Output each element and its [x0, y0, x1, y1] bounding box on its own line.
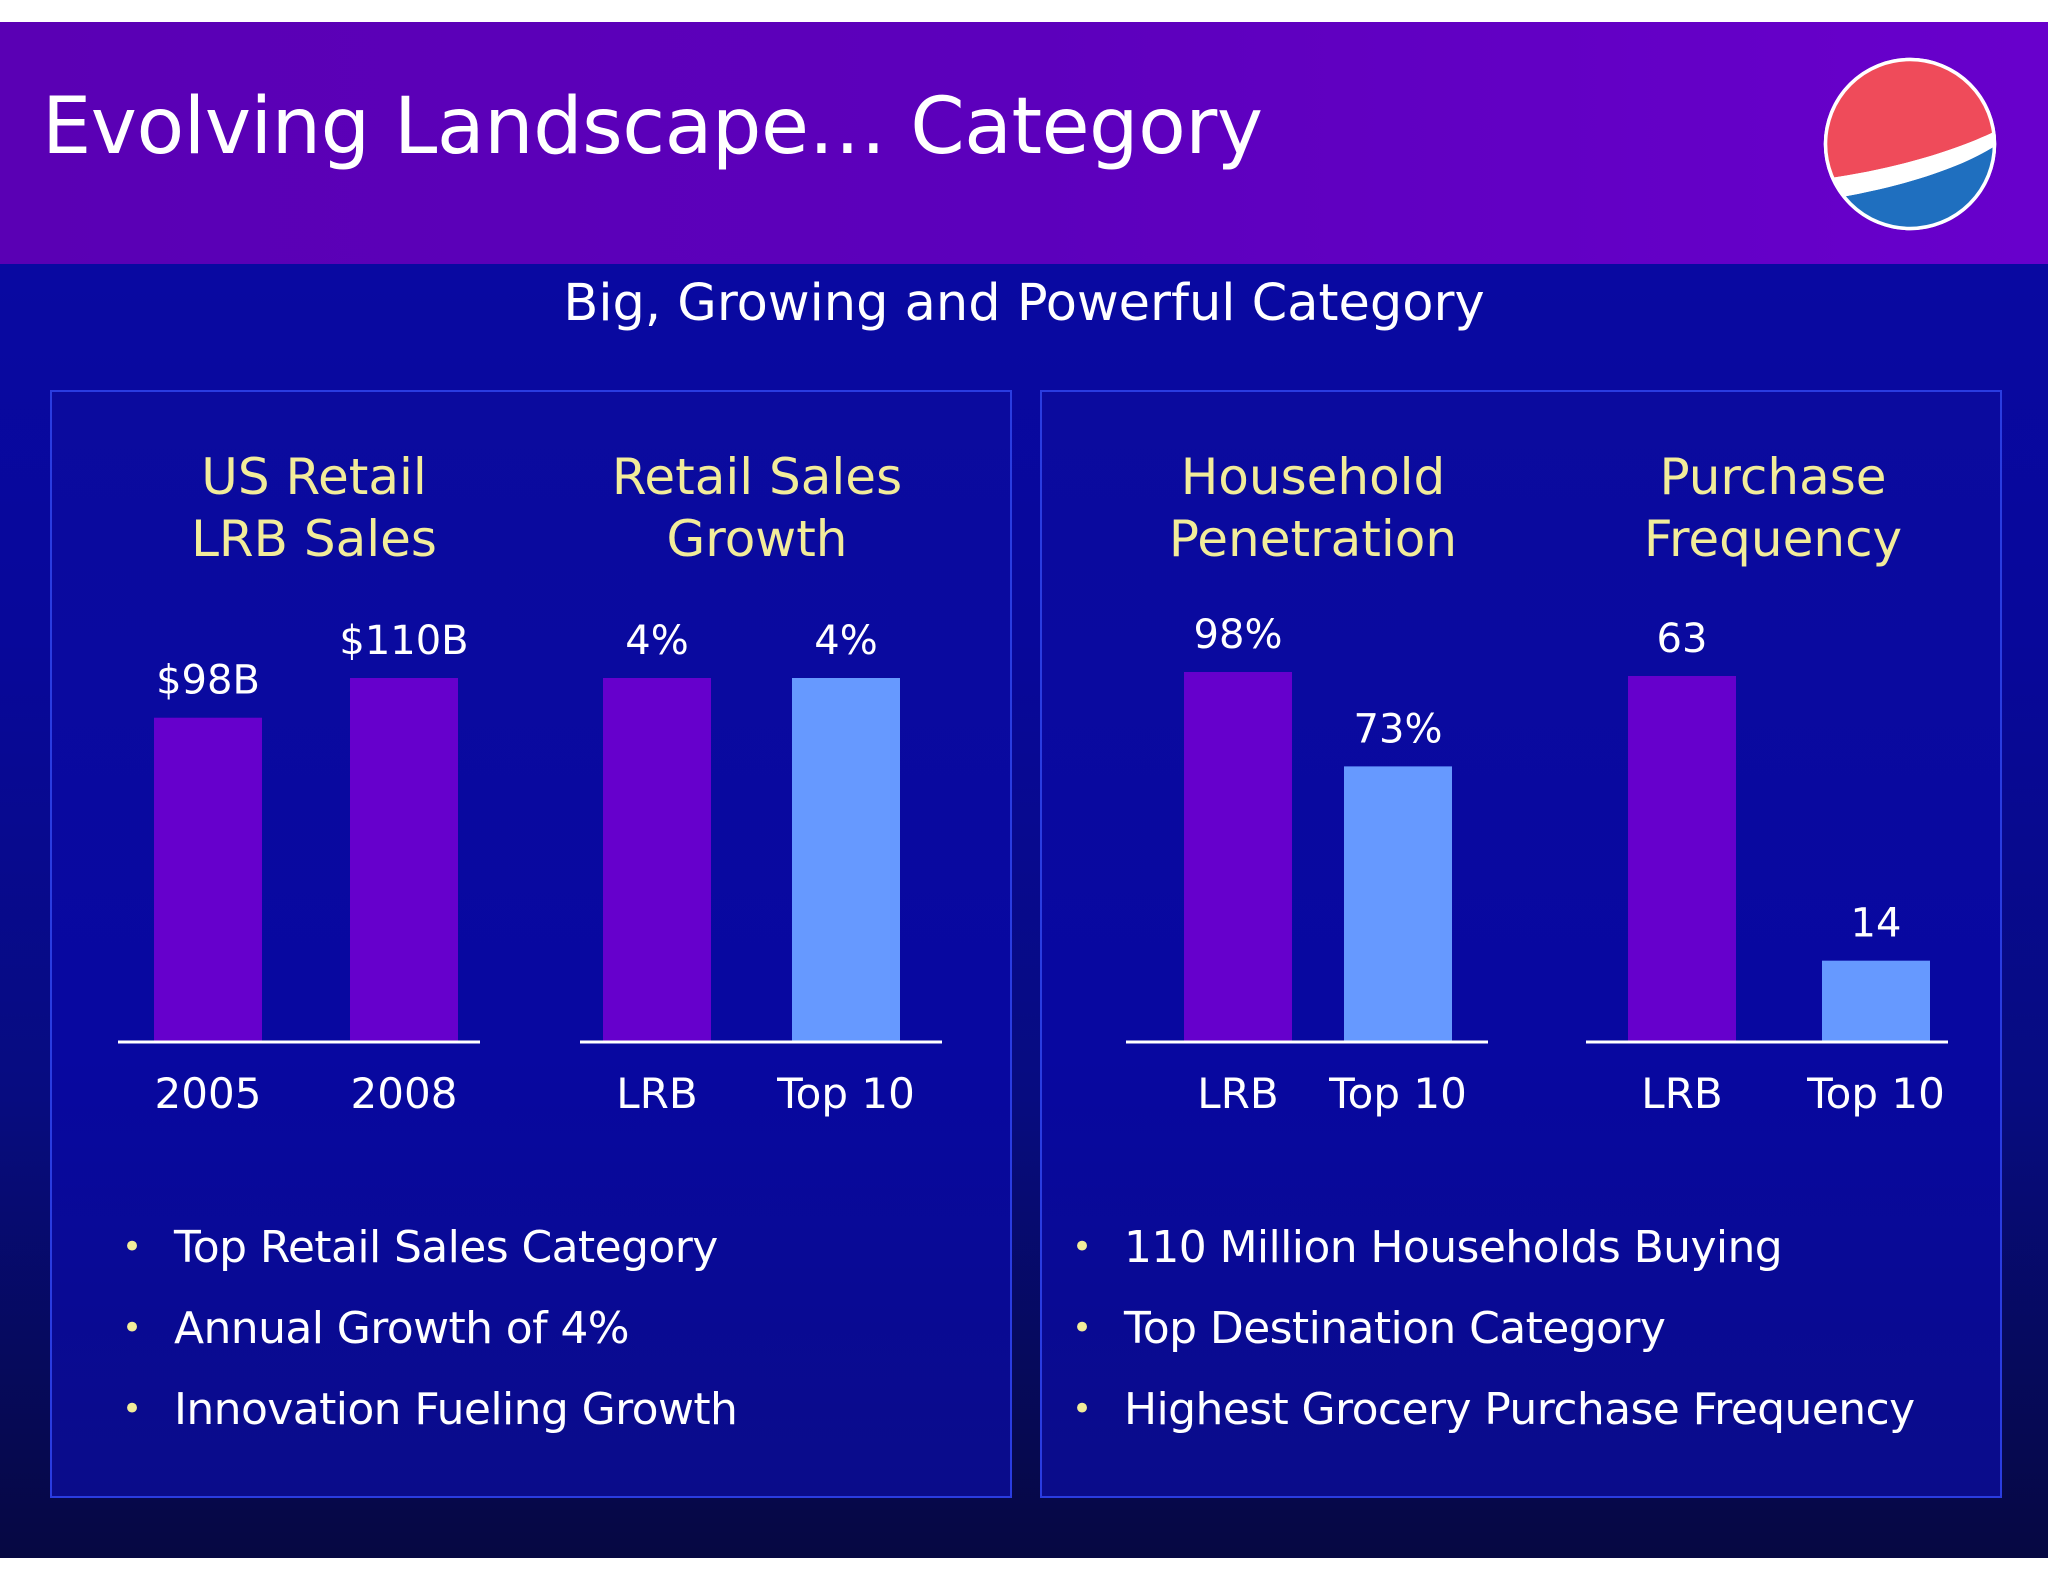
- bar: [154, 717, 262, 1042]
- bar-charts: $98B 2005 $110B 2008 4% LRB 4% Top 10 98% LRB 73% T…: [118, 612, 1948, 1118]
- chart-title-us-retail-lrb-sales: US Retail LRB Sales: [124, 446, 504, 570]
- slide-title: Evolving Landscape… Category: [42, 82, 1263, 172]
- chart-title-line: Household: [1180, 448, 1446, 506]
- bullet-item: Innovation Fueling Growth: [122, 1369, 738, 1450]
- chart-title-line: Growth: [666, 510, 848, 568]
- bar-value-label: 4%: [814, 618, 877, 664]
- bullet-list-right: 110 Million Households Buying Top Destin…: [1072, 1207, 1915, 1450]
- header-bar: Evolving Landscape… Category: [0, 22, 2048, 264]
- pepsi-globe-logo-icon: [1823, 57, 1997, 231]
- bar: [603, 678, 711, 1042]
- category-label: Top 10: [1328, 1069, 1467, 1118]
- bar-value-label: 63: [1657, 616, 1708, 662]
- bar-value-label: $98B: [156, 658, 260, 704]
- bar: [1344, 766, 1452, 1042]
- bullet-item: Top Retail Sales Category: [122, 1207, 737, 1288]
- bar-value-label: $110B: [339, 618, 468, 664]
- bullet-list-left: Top Retail Sales Category Annual Growth …: [122, 1207, 738, 1450]
- bar-value-label: 4%: [625, 618, 688, 664]
- chart-title-purchase-frequency: Purchase Frequency: [1583, 446, 1963, 570]
- bar: [350, 678, 458, 1042]
- chart-title-line: LRB Sales: [191, 510, 437, 568]
- slide: Evolving Landscape… Category Big, Growin…: [0, 22, 2048, 1558]
- category-label: LRB: [1641, 1069, 1722, 1118]
- chart-title-household-penetration: Household Penetration: [1123, 446, 1503, 570]
- bar: [1822, 960, 1930, 1042]
- bar-value-label: 14: [1851, 901, 1902, 947]
- slide-subtitle: Big, Growing and Powerful Category: [563, 274, 1485, 333]
- chart-title-retail-sales-growth: Retail Sales Growth: [567, 446, 947, 570]
- chart-title-line: Retail Sales: [611, 448, 903, 506]
- bar-value-label: 98%: [1194, 612, 1283, 658]
- bar: [1628, 676, 1736, 1042]
- chart-title-line: Purchase: [1659, 448, 1887, 506]
- bullet-item: 110 Million Households Buying: [1072, 1207, 1915, 1288]
- category-label: Top 10: [1806, 1069, 1945, 1118]
- chart-title-line: US Retail: [201, 448, 427, 506]
- category-label: Top 10: [776, 1069, 915, 1118]
- chart-title-line: Penetration: [1168, 510, 1458, 568]
- bullet-item: Highest Grocery Purchase Frequency: [1072, 1369, 1915, 1450]
- bullet-item: Top Destination Category: [1072, 1288, 1915, 1369]
- bullet-item: Annual Growth of 4%: [122, 1288, 737, 1369]
- category-label: LRB: [1197, 1069, 1278, 1118]
- bar-value-label: 73%: [1354, 706, 1443, 752]
- bar: [1184, 672, 1292, 1042]
- chart-title-line: Frequency: [1643, 510, 1903, 568]
- bar: [792, 678, 900, 1042]
- category-label: LRB: [616, 1069, 697, 1118]
- category-label: 2008: [351, 1069, 458, 1118]
- category-label: 2005: [155, 1069, 262, 1118]
